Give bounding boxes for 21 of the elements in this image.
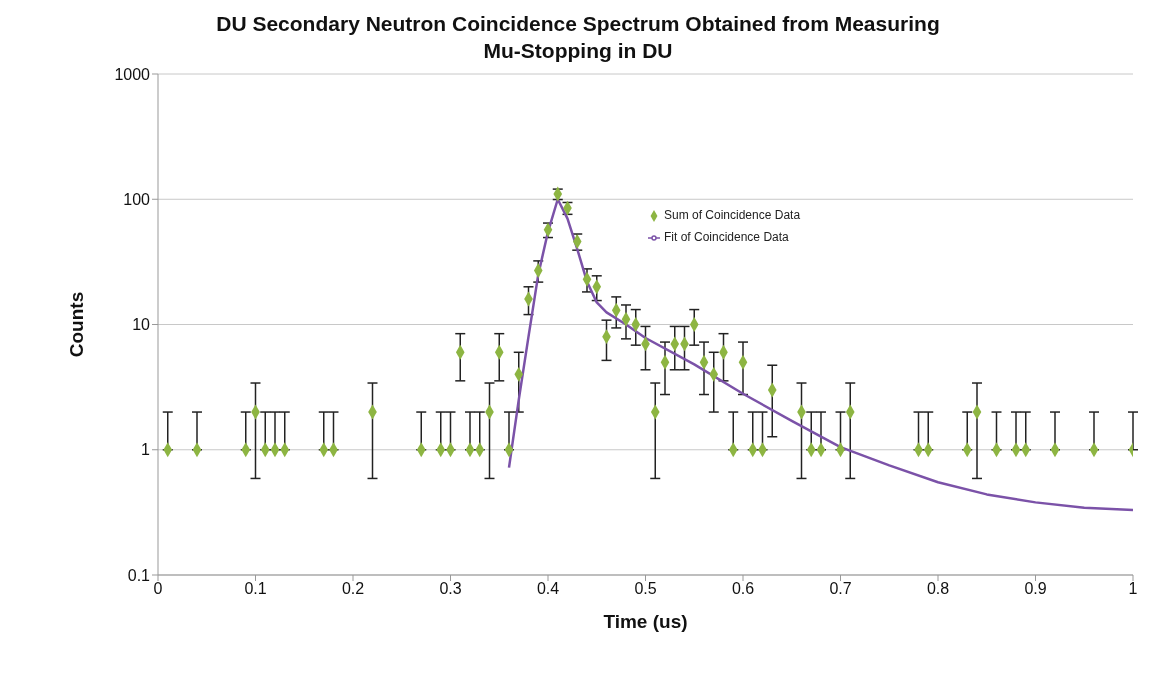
x-tick-label: 0.9	[1024, 580, 1047, 598]
x-tick-label: 0	[153, 580, 163, 598]
x-tick-label: 1	[1128, 580, 1138, 598]
x-tick-label: 0.4	[536, 580, 560, 598]
y-tick-label: 0.1	[127, 566, 151, 584]
x-tick-label: 0.1	[244, 580, 267, 598]
y-axis-title: Counts	[65, 291, 87, 358]
x-tick-label: 0.5	[634, 580, 657, 598]
x-tick-label: 0.8	[926, 580, 950, 598]
x-tick-label: 0.2	[341, 580, 365, 598]
y-tick-label: 10	[132, 316, 151, 334]
y-tick-label: 1000	[114, 65, 151, 83]
y-tick-label: 1	[141, 441, 151, 459]
x-tick-label: 0.6	[731, 580, 755, 598]
y-tick-label: 100	[123, 190, 151, 208]
chart-title: DU Secondary Neutron Coincidence Spectrum Obtained from Measuring Mu-Stopping in DU	[215, 11, 941, 64]
legend-label: Sum of Coincidence Data	[664, 208, 801, 222]
x-tick-label: 0.7	[829, 580, 852, 598]
legend-label: Fit of Coincidence Data	[664, 230, 789, 244]
x-axis-title: Time (us)	[603, 611, 688, 632]
x-tick-label: 0.3	[439, 580, 462, 598]
